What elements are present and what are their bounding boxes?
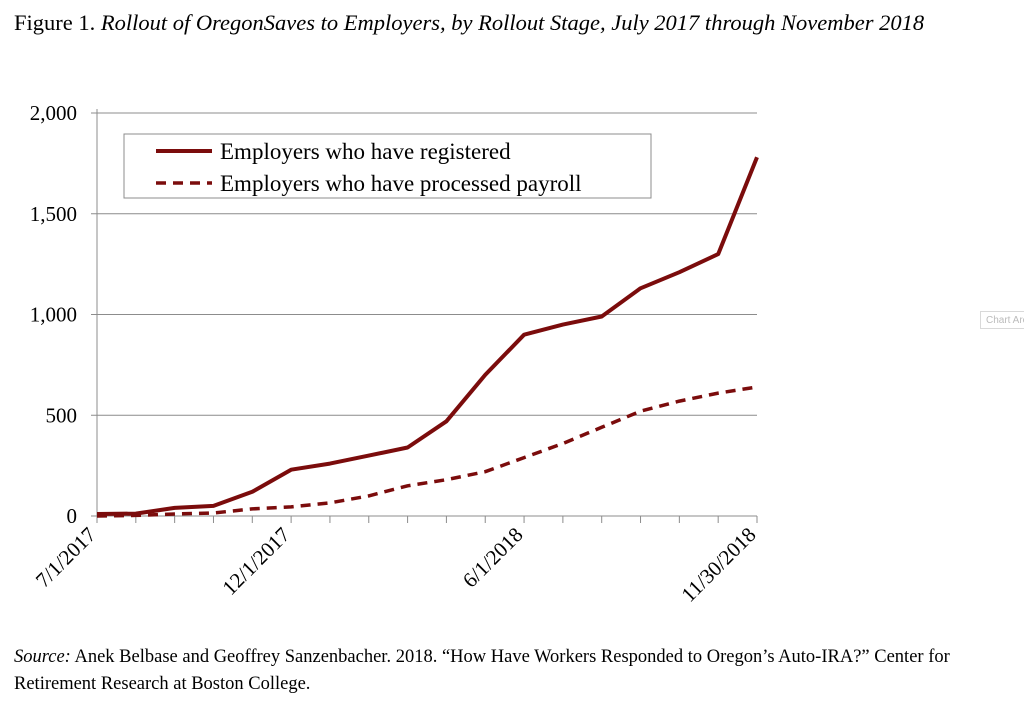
x-tick-label: 7/1/2017 [31,523,101,593]
chart-area-tag: Chart Area [980,311,1024,329]
y-tick-label: 500 [46,403,78,427]
series-lines [96,156,759,518]
figure-title: Figure 1. Rollout of OregonSaves to Empl… [14,8,1014,37]
line-chart: 0 500 1,000 1,500 2,000 7/1/2017 12/1/2017 6/1/… [30,101,761,607]
legend-entry: Employers who have processed payroll [220,171,582,196]
legend-box [123,133,652,199]
y-tick-label: 0 [67,504,78,528]
source-note: Source: Anek Belbase and Geoffrey Sanzen… [14,644,1019,698]
y-tick-label: 1,500 [30,202,77,226]
figure-label: Figure 1. [14,10,96,35]
series-line-1 [96,156,759,516]
series-line-2 [96,385,758,518]
figure-title-text: Rollout of OregonSaves to Employers, by … [100,10,925,35]
source-text: Anek Belbase and Geoffrey Sanzenbacher. … [14,647,950,694]
x-tick-label: 11/30/2018 [676,523,760,607]
legend: Employers who have registered Employers w… [123,133,652,199]
x-tick-label: 12/1/2017 [217,523,294,600]
legend-entry: Employers who have registered [220,139,511,164]
y-tick-label: 1,000 [30,303,77,327]
gridlines [97,112,757,416]
y-tick-label: 2,000 [30,101,77,125]
source-label: Source: [14,647,71,667]
x-tick-label: 6/1/2018 [458,523,528,593]
